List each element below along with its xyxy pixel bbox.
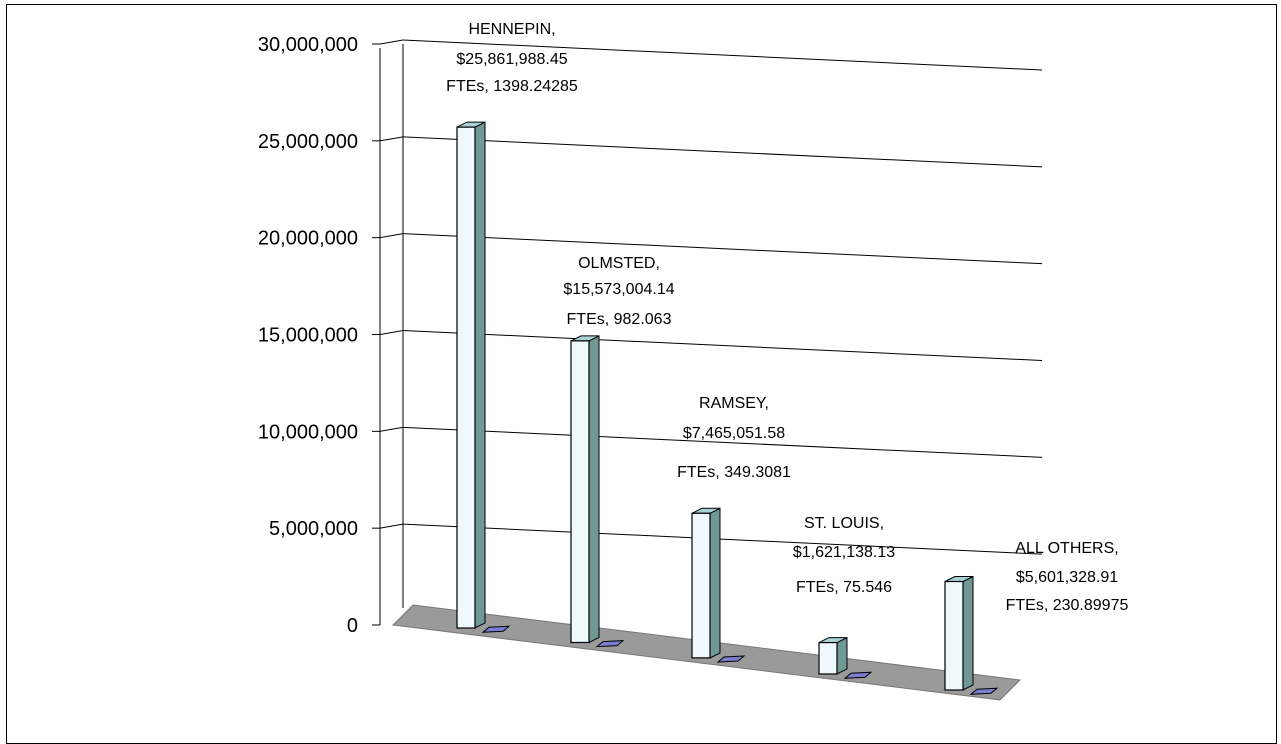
fte-marker <box>716 655 746 663</box>
data-label: $7,465,051.58 <box>683 425 785 442</box>
bar-side <box>962 575 974 691</box>
data-label: ALL OTHERS, <box>1015 540 1118 557</box>
gridline <box>402 523 1043 555</box>
data-label: ST. LOUIS, <box>804 515 884 532</box>
gridline <box>402 426 1043 458</box>
fte-marker <box>969 687 999 695</box>
gridline-depth <box>379 426 404 432</box>
gridline <box>402 233 1043 265</box>
y-tick-label: 30,000,000 <box>258 34 358 56</box>
data-label: FTEs, 982.063 <box>567 311 672 328</box>
data-label: FTEs, 349.3081 <box>677 464 791 481</box>
data-label: FTEs, 75.546 <box>796 579 892 596</box>
fte-marker <box>595 640 625 648</box>
y-tick-label: 5,000,000 <box>269 518 358 540</box>
data-label: HENNEPIN, <box>468 21 555 38</box>
data-label: $5,601,328.91 <box>1016 569 1118 586</box>
gridline <box>402 136 1043 168</box>
fte-marker <box>481 625 511 633</box>
bar-side <box>588 335 600 644</box>
bar <box>944 580 964 691</box>
bar-side <box>836 636 848 675</box>
y-tick-label: 20,000,000 <box>258 228 358 250</box>
gridline-depth <box>379 523 404 529</box>
bar <box>818 641 838 675</box>
y-tick-label: 15,000,000 <box>258 325 358 347</box>
data-label: FTEs, 1398.24285 <box>446 78 578 95</box>
data-label: $25,861,988.45 <box>456 51 567 68</box>
data-label: OLMSTED, <box>578 255 660 272</box>
gridline-depth <box>379 233 404 239</box>
y-tick-label: 0 <box>347 615 358 637</box>
bar-side <box>709 507 721 659</box>
fte-marker <box>843 671 873 679</box>
data-label: $15,573,004.14 <box>563 281 674 298</box>
y-tick-label: 25,000,000 <box>258 131 358 153</box>
gridline-depth <box>379 330 404 335</box>
data-label: $1,621,138.13 <box>793 544 895 561</box>
data-label: RAMSEY, <box>699 395 769 412</box>
bar-side <box>474 121 486 629</box>
gridline <box>402 39 1043 71</box>
gridline <box>402 330 1043 361</box>
data-label: FTEs, 230.89975 <box>1006 597 1129 614</box>
y-tick-label: 10,000,000 <box>258 421 358 443</box>
gridline-depth <box>379 136 404 142</box>
bar <box>570 340 590 644</box>
bar <box>691 512 711 659</box>
gridline-depth <box>379 39 404 45</box>
bar <box>456 126 476 629</box>
